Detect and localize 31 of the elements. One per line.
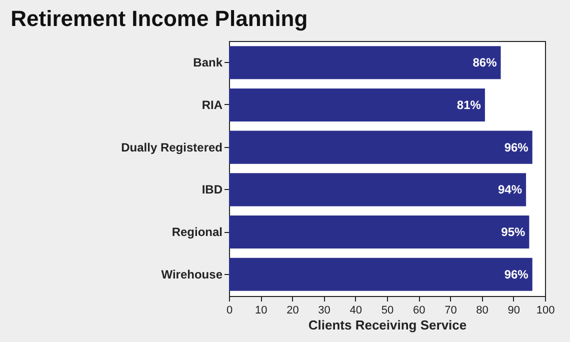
bar [229,173,526,206]
x-tick-label: 50 [381,304,394,316]
data-label: 86% [472,56,498,70]
x-tick-label: 10 [254,304,268,316]
x-tick-label: 70 [444,304,457,316]
x-tick-label: 40 [350,304,362,316]
chart-title: Retirement Income Planning [10,6,308,31]
y-tick-label: RIA [202,98,223,112]
x-tick-label: 90 [508,304,520,316]
data-label: 96% [504,140,529,154]
x-tick-label: 100 [536,304,555,316]
data-label: 94% [498,182,522,197]
x-tick-label: 30 [318,304,330,316]
x-tick-label: 60 [412,304,426,316]
bar [229,46,501,80]
bar [229,258,532,291]
y-tick-label: Wirehouse [161,267,223,282]
x-tick-label: 0 [226,304,233,316]
x-axis-title: Clients Receiving Service [308,318,467,332]
data-label: 81% [456,98,482,112]
bar [229,88,485,122]
y-tick-label: IBD [202,182,223,197]
y-tick-label: Regional [172,225,222,240]
x-tick-label: 20 [286,304,299,316]
data-label: 96% [504,267,529,282]
y-tick-label: Dually Registered [121,140,222,154]
y-tick-label: Bank [193,56,223,70]
x-tick-label: 80 [476,304,488,316]
bar [229,130,532,164]
bar [229,216,530,249]
data-label: 95% [501,225,526,240]
